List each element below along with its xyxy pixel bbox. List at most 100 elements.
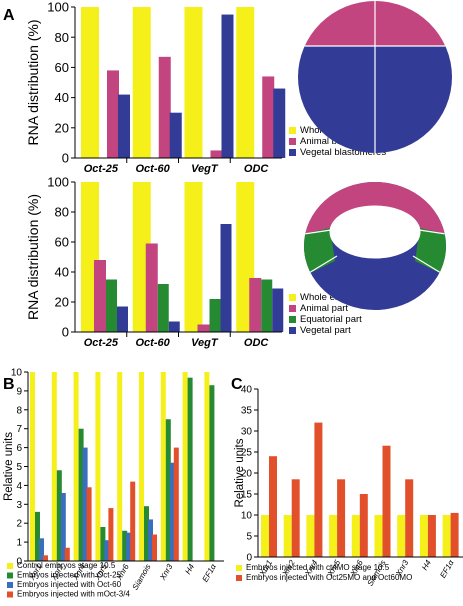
bar-c-5-0 — [374, 515, 383, 557]
y-tick-label: 80 — [55, 30, 69, 45]
bar-b-6-1 — [165, 419, 171, 561]
y-tick-label: 20 — [55, 295, 69, 310]
legend-entry: Embryos injected with Oct-25 — [17, 571, 122, 580]
panel-letter-c: C — [231, 376, 243, 393]
legend-swatch — [289, 138, 296, 145]
bar-a2-2-3 — [220, 224, 232, 332]
legend-swatch — [7, 563, 13, 569]
chart-c: Xnr1 Xnr2 Xnr4 Xnr5 Xnr6 Siamois Xnr3 H4 EF1α051… — [234, 385, 463, 588]
y-tick-label: 0 — [16, 557, 22, 568]
y-tick-label: 1 — [16, 538, 22, 549]
legend-entry: Embryos injected with ctrlMO stage 10.5 — [246, 563, 390, 572]
bar-a1-0-1 — [107, 70, 119, 158]
bar-b-7-1 — [187, 377, 193, 561]
y-tick-label: 10 — [241, 511, 253, 522]
category-label: Oct-60 — [136, 337, 171, 349]
y-tick-label: 15 — [241, 490, 253, 501]
bar-b-1-3 — [64, 547, 70, 561]
y-tick-label: 100 — [47, 175, 69, 190]
bar-c-1-1 — [291, 479, 300, 557]
legend-entry: Embryos injected with Oct25MO and Oct60M… — [246, 573, 412, 582]
bar-c-4-0 — [351, 515, 360, 557]
legend-swatch — [289, 294, 296, 301]
bar-a2-3-3 — [272, 288, 284, 332]
bar-c-7-0 — [419, 515, 428, 557]
category-label: H4 — [420, 558, 433, 572]
bar-b-2-1 — [78, 428, 84, 561]
legend-swatch — [289, 149, 296, 156]
bar-b-3-1 — [100, 526, 106, 561]
bar-b-4-2 — [126, 532, 132, 561]
legend-swatch — [236, 575, 242, 581]
category-label: Oct-25 — [84, 337, 119, 349]
bar-a2-2-1 — [197, 324, 210, 332]
bar-a1-3-1 — [262, 76, 275, 158]
bar-c-5-1 — [382, 445, 391, 557]
bar-a2-0-3 — [117, 306, 128, 332]
category-label: EF1α — [438, 558, 456, 580]
legend-entry: Animal part — [300, 303, 348, 314]
y-tick-label: 10 — [11, 368, 23, 379]
bar-c-3-1 — [337, 479, 346, 557]
bar-a2-3-1 — [249, 278, 262, 332]
bar-a1-2-1 — [210, 150, 223, 158]
y-tick-label: 7 — [16, 424, 22, 435]
bar-b-3-2 — [104, 540, 110, 561]
y-tick-label: 80 — [55, 205, 69, 220]
bar-b-1-0 — [51, 372, 57, 561]
bar-c-6-0 — [397, 515, 406, 557]
bar-b-7-0 — [182, 372, 188, 561]
bar-b-0-3 — [43, 555, 48, 561]
bar-b-5-1 — [144, 506, 149, 561]
y-tick-label: 20 — [55, 120, 69, 135]
bar-a2-3-2 — [261, 279, 273, 332]
y-tick-label: 5 — [246, 532, 252, 543]
legend-entry: Vegetal blastomeres — [300, 147, 386, 158]
bar-b-1-1 — [56, 470, 62, 561]
y-tick-label: 30 — [241, 427, 253, 438]
category-label: H4 — [183, 562, 196, 576]
blastocoel-cavity — [329, 205, 421, 259]
legend-entry: Embryos injected with mOct-3/4 — [17, 590, 130, 599]
bar-a1-1-2 — [169, 112, 182, 158]
bar-b-5-2 — [148, 519, 153, 561]
category-label: VegT — [191, 163, 219, 175]
equatorial-part-right — [415, 228, 446, 276]
bar-b-2-3 — [86, 487, 92, 561]
category-label: VegT — [191, 337, 219, 349]
legend-swatch — [289, 305, 296, 312]
legend-swatch — [7, 591, 13, 598]
bar-c-7-1 — [427, 515, 436, 557]
bar-a1-3-2 — [273, 88, 286, 158]
bar-c-2-1 — [314, 422, 323, 557]
bar-b-3-0 — [95, 372, 101, 561]
legend-entry: Embryos injected with Oct-60 — [17, 580, 122, 589]
bar-a2-2-0 — [184, 182, 203, 332]
bar-c-1-0 — [283, 515, 292, 557]
bar-b-5-0 — [139, 372, 144, 561]
bar-a1-1-0 — [132, 7, 151, 158]
bar-b-0-2 — [39, 538, 44, 561]
panel-letter-b: B — [3, 376, 15, 393]
y-tick-label: 20 — [241, 469, 253, 480]
y-axis-label: Relative units — [3, 432, 15, 501]
bar-a2-1-3 — [168, 321, 180, 332]
bar-b-4-0 — [117, 372, 123, 561]
y-axis-label: RNA distribution (%) — [25, 19, 41, 145]
bar-b-1-2 — [60, 492, 66, 561]
y-tick-label: 40 — [55, 265, 69, 280]
legend-swatch — [289, 127, 296, 134]
bar-a1-3-0 — [236, 7, 255, 158]
bar-b-2-0 — [73, 372, 79, 561]
bar-c-2-0 — [306, 515, 315, 557]
panel-letter-a: A — [3, 7, 15, 24]
y-tick-label: 9 — [16, 386, 22, 397]
category-label: Oct-25 — [84, 163, 119, 175]
legend-swatch — [7, 572, 13, 579]
y-tick-label: 60 — [55, 60, 69, 75]
y-tick-label: 40 — [55, 90, 69, 105]
embryo-stage4-diagram — [298, 1, 452, 153]
y-tick-label: 6 — [16, 443, 22, 454]
chart-b: Xnr1 Xnr2 Xnr4 Xnr5 Xnr6 Siamois Xnr3 H4 EF1α012… — [3, 368, 224, 599]
